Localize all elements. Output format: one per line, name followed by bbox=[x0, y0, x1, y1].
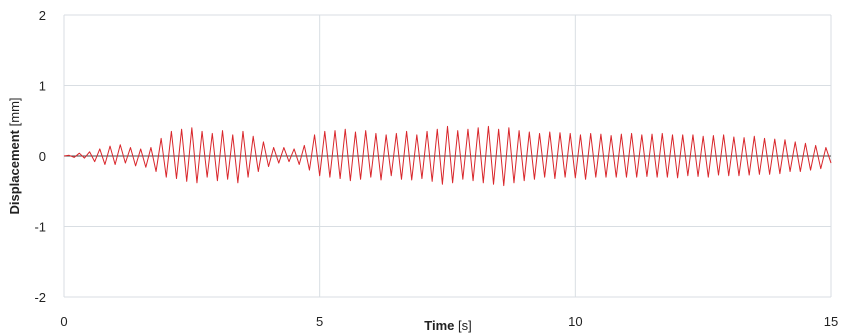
y-tick-label-3: -1 bbox=[34, 220, 46, 235]
y-axis-title: Displacement [mm] bbox=[7, 97, 22, 214]
y-tick-label-1: 1 bbox=[39, 79, 46, 94]
x-tick-label-0: 0 bbox=[60, 314, 67, 329]
x-axis-title-unit: [s] bbox=[454, 318, 471, 333]
x-axis-title: Time [s] bbox=[424, 318, 471, 333]
x-tick-label-3: 15 bbox=[824, 314, 838, 329]
y-tick-label-2: 0 bbox=[39, 149, 46, 164]
x-tick-label-2: 10 bbox=[568, 314, 582, 329]
y-axis-title-unit: [mm] bbox=[7, 97, 22, 130]
x-tick-label-1: 5 bbox=[316, 314, 323, 329]
grid-lines bbox=[63, 14, 832, 298]
y-tick-label-4: -2 bbox=[34, 290, 46, 305]
y-axis-title-main: Displacement bbox=[7, 129, 22, 214]
x-axis-title-main: Time bbox=[424, 318, 454, 333]
series-line-0 bbox=[63, 125, 832, 187]
data-series bbox=[63, 125, 832, 187]
y-tick-labels: 2 1 0 -1 -2 bbox=[34, 8, 46, 305]
y-tick-label-0: 2 bbox=[39, 8, 46, 23]
x-tick-labels: 0 5 10 15 bbox=[60, 314, 838, 329]
